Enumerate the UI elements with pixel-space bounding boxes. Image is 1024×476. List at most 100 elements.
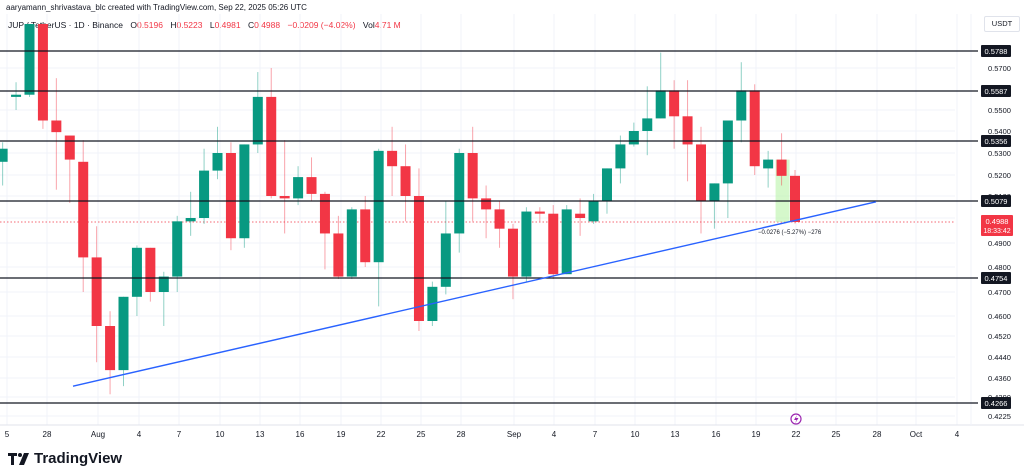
candle [763, 159, 774, 169]
y-tick-label: 0.4225 [988, 412, 1011, 421]
symbol-title[interactable]: JUP / TetherUS · 1D · Binance [8, 20, 123, 30]
candle [199, 170, 210, 218]
candle [64, 135, 75, 160]
high-value: 0.5223 [176, 20, 203, 30]
candle [360, 209, 371, 263]
candle [252, 96, 263, 145]
level-label: 0.5079 [985, 197, 1008, 206]
change-value: −0.0209 (−4.02%) [287, 20, 356, 30]
x-tick-label: 22 [377, 430, 386, 439]
trendline[interactable] [72, 201, 877, 387]
candle [709, 183, 720, 201]
y-tick-label: 0.4600 [988, 312, 1011, 321]
x-tick-label: 4 [955, 430, 960, 439]
candle [131, 247, 142, 297]
y-tick-label: 0.5200 [988, 171, 1011, 180]
x-tick-label: 22 [792, 430, 801, 439]
candle [736, 90, 747, 121]
x-tick-label: Aug [91, 430, 105, 439]
candle [11, 94, 22, 97]
level-label: 0.5356 [985, 137, 1008, 146]
current-price-label: 0.4988 [986, 217, 1009, 226]
candle [494, 209, 505, 229]
candle [333, 233, 344, 277]
x-tick-label: 28 [873, 430, 882, 439]
y-tick-label: 0.5400 [988, 127, 1011, 136]
level-label: 0.5587 [985, 87, 1008, 96]
candle [51, 120, 62, 133]
horizontal-levels: 0.5788 0.5587 0.5356 0.5079 0.4754 0.4266 [0, 45, 1011, 409]
candle [91, 257, 102, 326]
candle [548, 213, 559, 275]
x-tick-label: Sep [507, 430, 522, 439]
y-axis: 0.57000.55000.54000.53000.52000.51000.50… [988, 64, 1011, 421]
candle [481, 198, 492, 210]
candle [346, 209, 357, 277]
candle [588, 200, 599, 222]
candle [105, 326, 116, 371]
grid [0, 14, 958, 425]
candle [669, 90, 680, 117]
candle [776, 159, 787, 176]
candle [642, 118, 653, 131]
candle [521, 211, 532, 277]
candle [695, 144, 706, 201]
candle [507, 228, 518, 277]
y-tick-label: 0.4700 [988, 288, 1011, 297]
x-tick-label: 16 [296, 430, 305, 439]
candle [400, 166, 411, 196]
candle [319, 193, 330, 234]
candle [601, 168, 612, 201]
x-tick-label: 5 [5, 430, 10, 439]
y-tick-label: 0.4520 [988, 332, 1011, 341]
candles [0, 24, 800, 395]
candle [655, 90, 666, 119]
candle [413, 196, 424, 321]
brand-name: TradingView [34, 450, 123, 467]
candle [212, 153, 223, 171]
x-tick-label: 10 [631, 430, 640, 439]
candle [118, 296, 129, 371]
x-tick-label: 28 [457, 430, 466, 439]
candle [24, 24, 35, 95]
candle [293, 177, 304, 199]
candle [279, 196, 290, 199]
candle [561, 209, 572, 275]
candle [78, 161, 89, 258]
tradingview-logo: TradingView [8, 450, 122, 467]
level-label: 0.5788 [985, 47, 1008, 56]
x-tick-label: 10 [216, 430, 225, 439]
y-tick-label: 0.4360 [988, 374, 1011, 383]
lightning-event-icon[interactable] [790, 413, 802, 425]
candle [749, 90, 760, 167]
candle [373, 150, 384, 263]
x-tick-label: 25 [417, 430, 426, 439]
x-tick-label: 13 [256, 430, 265, 439]
countdown-label: 18:33:42 [983, 228, 1010, 235]
x-axis: 5 28 Aug 4 7 10 13 16 19 22 25 28 Sep 4 7 10 13 16 19 22 25 2… [5, 430, 960, 439]
level-label: 0.4266 [985, 399, 1008, 408]
x-tick-label: 4 [552, 430, 557, 439]
currency-label[interactable]: USDT [984, 16, 1020, 32]
current-price-badge [981, 215, 1013, 236]
x-tick-label: 4 [137, 430, 142, 439]
candle [145, 247, 156, 292]
candle [467, 153, 478, 199]
y-tick-label: 0.4900 [988, 239, 1011, 248]
chart-credit: aaryamann_shrivastava_blc created with T… [6, 3, 307, 12]
candle [225, 153, 236, 239]
open-value: 0.5196 [136, 20, 163, 30]
symbol-legend: JUP / TetherUS · 1D · Binance O0.5196 H0… [8, 20, 401, 30]
tradingview-logo-icon [8, 452, 29, 465]
y-tick-label: 0.5700 [988, 64, 1011, 73]
candle [158, 276, 169, 292]
candle [790, 175, 800, 222]
y-tick-label: 0.4800 [988, 263, 1011, 272]
x-tick-label: 7 [593, 430, 598, 439]
level-label: 0.4754 [985, 274, 1008, 283]
candle [575, 213, 586, 218]
candle [682, 116, 693, 145]
candle [628, 131, 639, 145]
x-tick-label: 16 [712, 430, 721, 439]
